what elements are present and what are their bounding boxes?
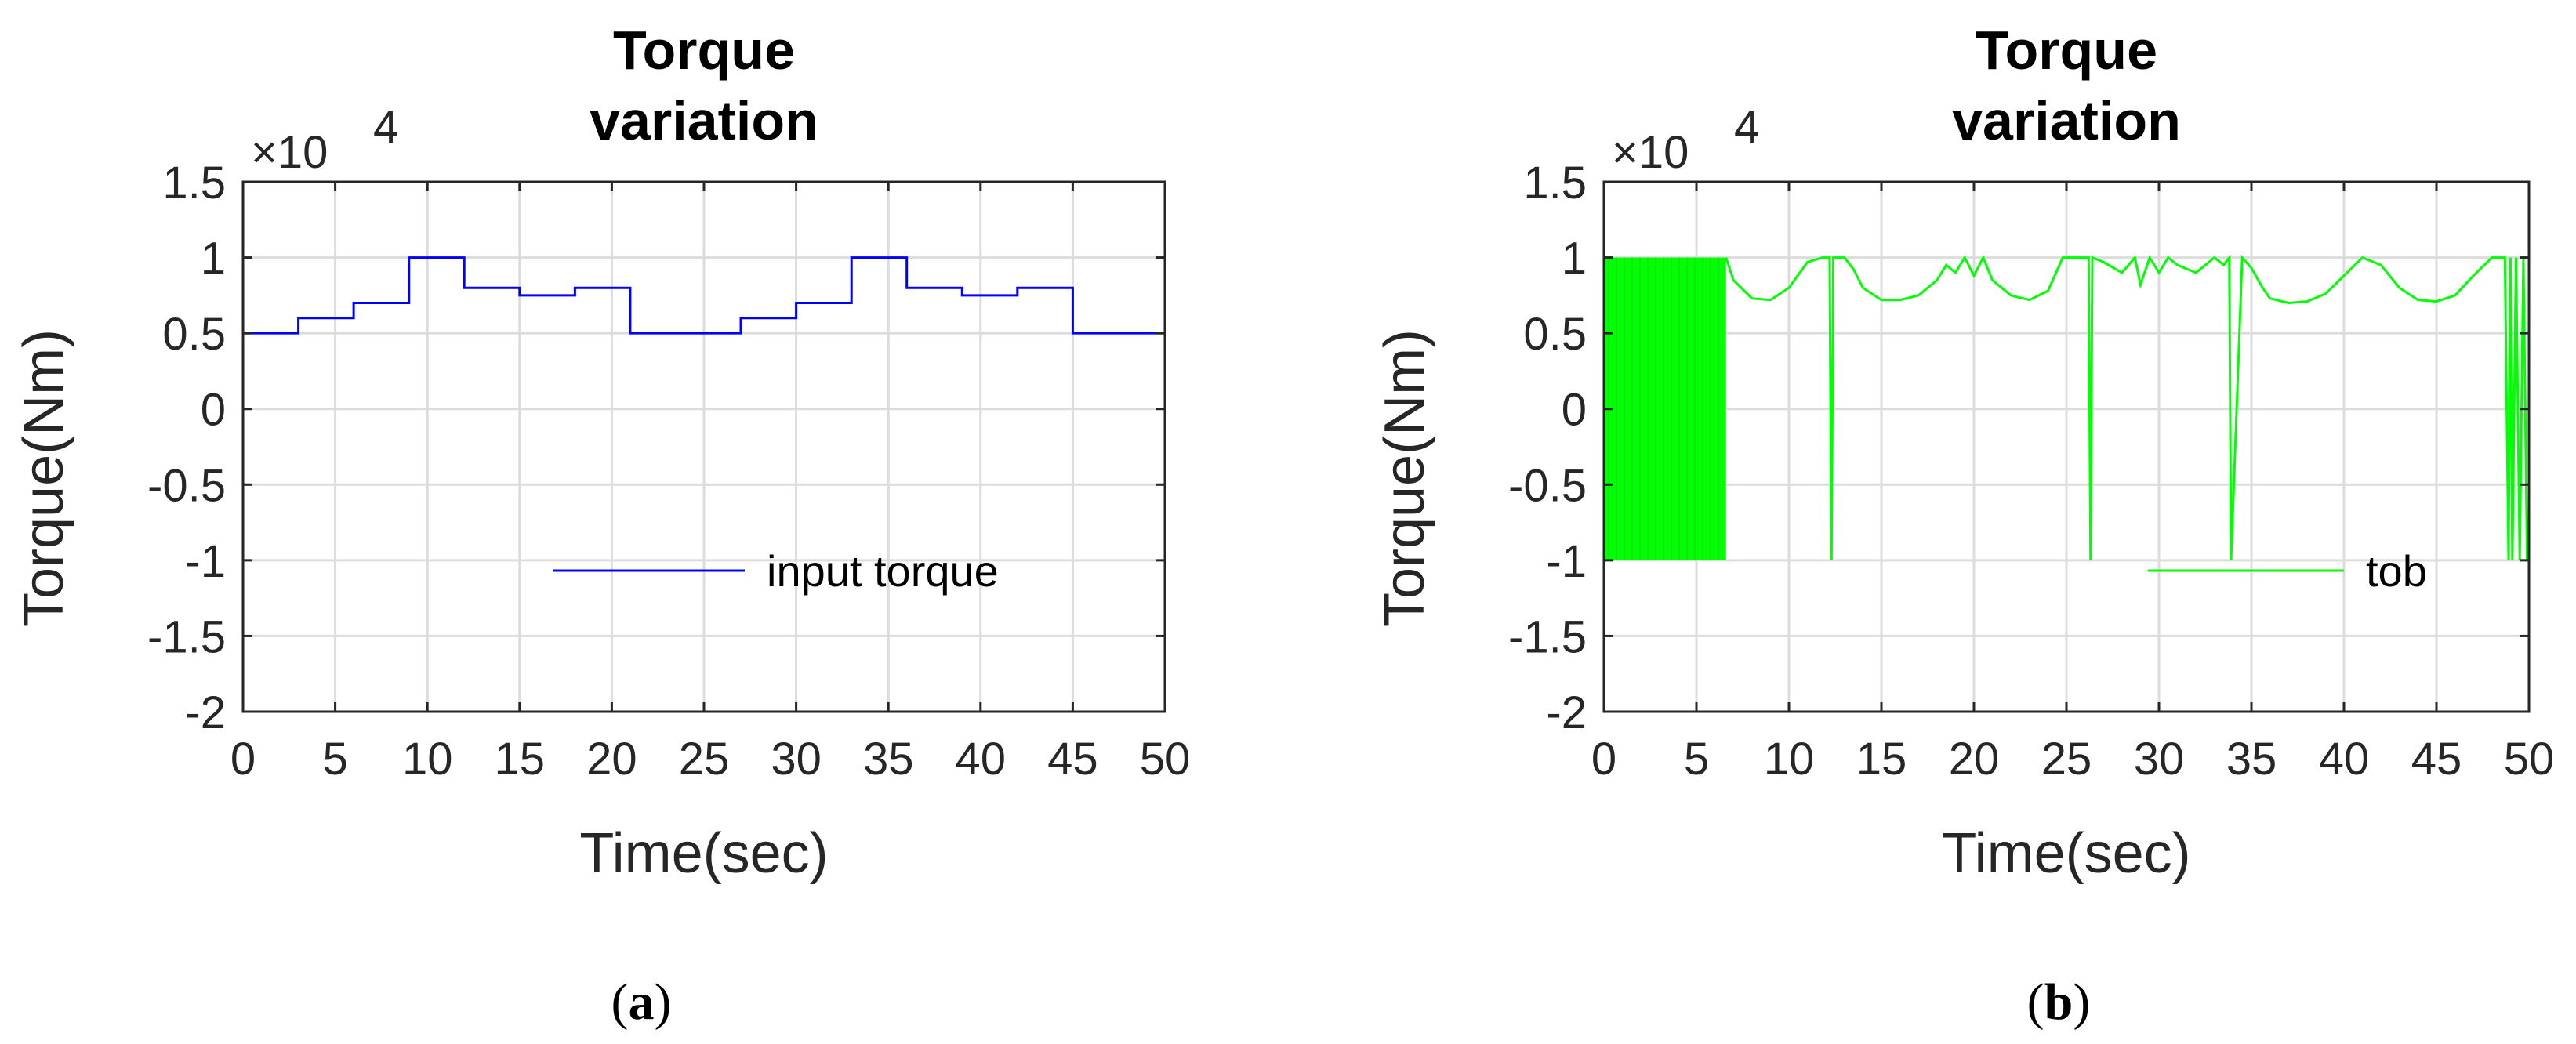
y-tick-label: -0.5: [147, 460, 226, 511]
y-tick-label: -2: [185, 687, 226, 738]
y-tick-label: 1: [201, 234, 226, 285]
y-tick-label: 1: [1562, 234, 1587, 285]
x-tick-label: 30: [771, 734, 822, 785]
y-multiplier-exponent: 4: [373, 102, 398, 153]
y-tick-label: 0: [1562, 385, 1587, 436]
x-tick-label: 5: [322, 734, 347, 785]
panel-caption: (b): [2027, 973, 2091, 1031]
panel-caption: (a): [611, 973, 672, 1031]
caption-paren-close: ): [2073, 973, 2090, 1031]
y-axis-label: Torque(Nm): [13, 329, 75, 627]
x-tick-label: 20: [1949, 734, 2000, 785]
y-tick-label: 0.5: [162, 309, 226, 360]
x-tick-label: 30: [2134, 734, 2185, 785]
x-tick-label: 45: [1047, 734, 1098, 785]
caption-letter: b: [2044, 973, 2073, 1031]
chart-panel-a: input torque 0 5 10 15 20 25 30 35 40 45 50 1.5 1 0.5 0…: [13, 20, 1190, 1031]
caption-letter: a: [629, 973, 655, 1031]
y-tick-label: 1.5: [162, 158, 226, 208]
x-tick-label: 45: [2411, 734, 2462, 785]
x-tick-label: 0: [1591, 734, 1616, 785]
x-tick-label: 10: [1764, 734, 1815, 785]
x-tick-label: 15: [495, 734, 546, 785]
y-tick-label: -1: [1546, 536, 1587, 587]
x-tick-label: 40: [2319, 734, 2370, 785]
x-tick-label: 5: [1684, 734, 1709, 785]
x-tick-label: 20: [586, 734, 637, 785]
y-tick-label: -2: [1546, 687, 1587, 738]
y-tick-label: -1.5: [1508, 611, 1587, 662]
oscillation-band-lines: [1608, 257, 1719, 560]
x-tick-label: 40: [956, 734, 1007, 785]
y-multiplier: ×10: [1612, 127, 1689, 178]
y-axis-label: Torque(Nm): [1373, 329, 1436, 627]
x-tick-label: 25: [679, 734, 730, 785]
chart-title-line: variation: [590, 90, 818, 151]
legend-label: input torque: [767, 546, 999, 596]
y-tick-label: -0.5: [1508, 460, 1587, 511]
x-tick-label: 35: [2226, 734, 2277, 785]
y-tick-label: 1.5: [1523, 158, 1587, 208]
caption-paren-open: (: [611, 973, 629, 1031]
x-tick-label: 25: [2041, 734, 2092, 785]
y-tick-label: -1.5: [147, 611, 226, 662]
series-line: [1725, 254, 2529, 562]
x-tick-label: 15: [1856, 734, 1907, 785]
chart-panel-b: tob 0 5 10 15 20 25 30 35 40 45 50 1.5 1 0.5 0 -0.5 -1 -1.…: [1373, 20, 2554, 1031]
chart-title-line: variation: [1952, 90, 2181, 151]
y-tick-label: -1: [185, 536, 226, 587]
caption-paren-open: (: [2027, 973, 2044, 1031]
x-tick-label: 50: [2504, 734, 2555, 785]
x-tick-label: 10: [402, 734, 453, 785]
chart-title-line: Torque: [613, 20, 795, 81]
oscillation-band: [1604, 257, 1726, 560]
caption-paren-close: ): [655, 973, 672, 1031]
y-tick-label: 0: [201, 385, 226, 436]
legend-label: tob: [2366, 546, 2427, 596]
x-axis-label: Time(sec): [1942, 822, 2190, 885]
y-multiplier-exponent: 4: [1734, 102, 1759, 153]
y-tick-label: 0.5: [1523, 309, 1587, 360]
y-multiplier: ×10: [251, 127, 328, 178]
x-tick-label: 50: [1140, 734, 1191, 785]
x-tick-label: 35: [863, 734, 914, 785]
x-axis-label: Time(sec): [579, 822, 828, 885]
chart-title-line: Torque: [1976, 20, 2157, 81]
x-tick-label: 0: [230, 734, 256, 785]
series-line: [243, 256, 1165, 335]
